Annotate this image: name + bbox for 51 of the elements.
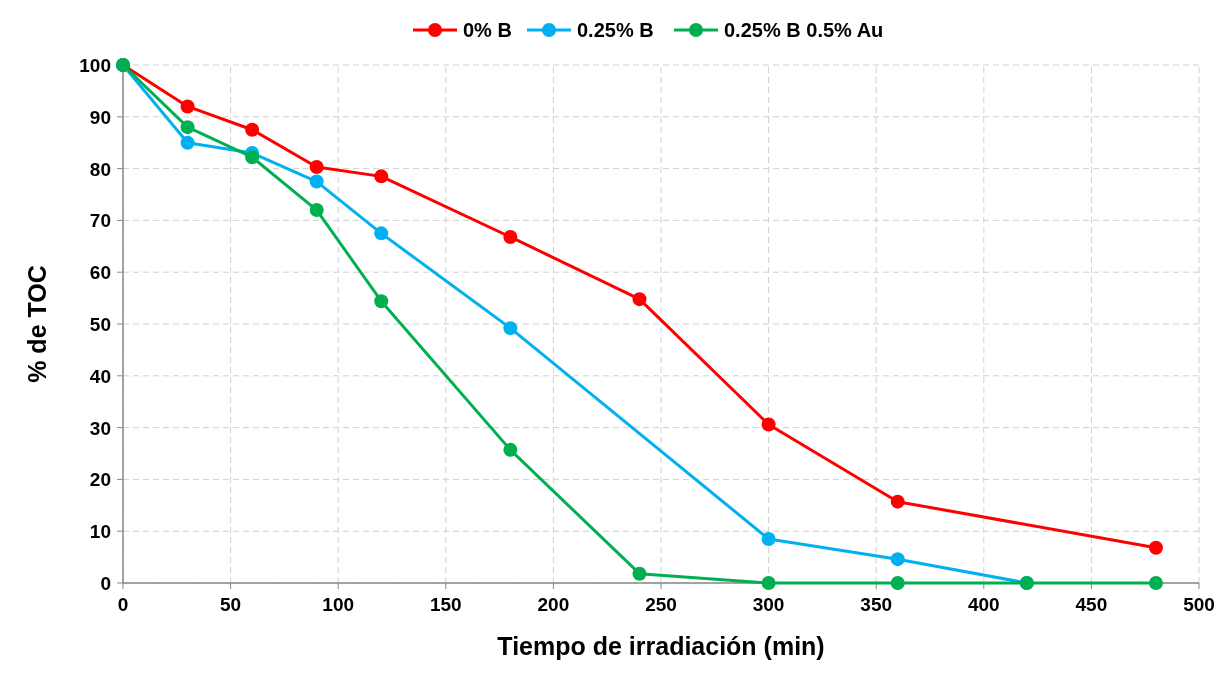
point [309, 160, 324, 175]
point [180, 120, 195, 135]
y-tick-label: 100 [79, 55, 111, 76]
y-tick-label: 50 [89, 314, 111, 335]
point [309, 203, 324, 218]
point [503, 321, 518, 336]
x-axis-title: Tiempo de irradiación (min) [497, 632, 825, 660]
y-tick-label: 90 [89, 106, 111, 128]
point [1148, 576, 1163, 590]
x-tick-label: 350 [860, 594, 893, 615]
point [632, 566, 647, 581]
legend-label: 0.25% B 0.5% Au [724, 19, 884, 41]
x-tick-label: 50 [220, 594, 242, 615]
point [761, 417, 776, 432]
point [180, 99, 195, 114]
x-tick-label: 100 [322, 594, 355, 615]
point [374, 169, 389, 184]
x-tick-label: 500 [1183, 594, 1215, 615]
y-tick-label: 60 [89, 262, 111, 284]
x-tick-label: 300 [752, 594, 785, 615]
legend-label: 0% B [463, 19, 512, 41]
y-tick-label: 30 [89, 417, 111, 439]
point [890, 494, 905, 509]
point [503, 442, 518, 457]
point [245, 122, 260, 137]
y-tick-label: 20 [89, 469, 111, 491]
point [1148, 540, 1163, 555]
point [374, 226, 389, 241]
x-tick-label: 150 [429, 594, 462, 615]
point [761, 531, 776, 546]
x-tick-label: 450 [1075, 594, 1108, 615]
point [309, 174, 324, 189]
y-axis-title: % de TOC [23, 265, 51, 383]
x-tick-label: 400 [967, 594, 1000, 615]
point [374, 294, 389, 309]
point [890, 552, 905, 567]
x-tick-label: 200 [537, 594, 570, 615]
x-tick-label: 0 [117, 594, 129, 615]
y-tick-label: 80 [89, 158, 111, 180]
y-tick-label: 10 [89, 521, 111, 543]
point [890, 576, 905, 590]
legend-label: 0.25% B [577, 19, 654, 41]
point [632, 292, 647, 307]
point [503, 229, 518, 244]
y-tick-label: 40 [89, 365, 111, 387]
point [761, 576, 776, 590]
x-tick-label: 250 [645, 594, 677, 615]
point [180, 135, 195, 150]
point [245, 150, 260, 165]
y-tick-label: 70 [89, 210, 111, 232]
y-tick-label: 0 [100, 573, 111, 594]
